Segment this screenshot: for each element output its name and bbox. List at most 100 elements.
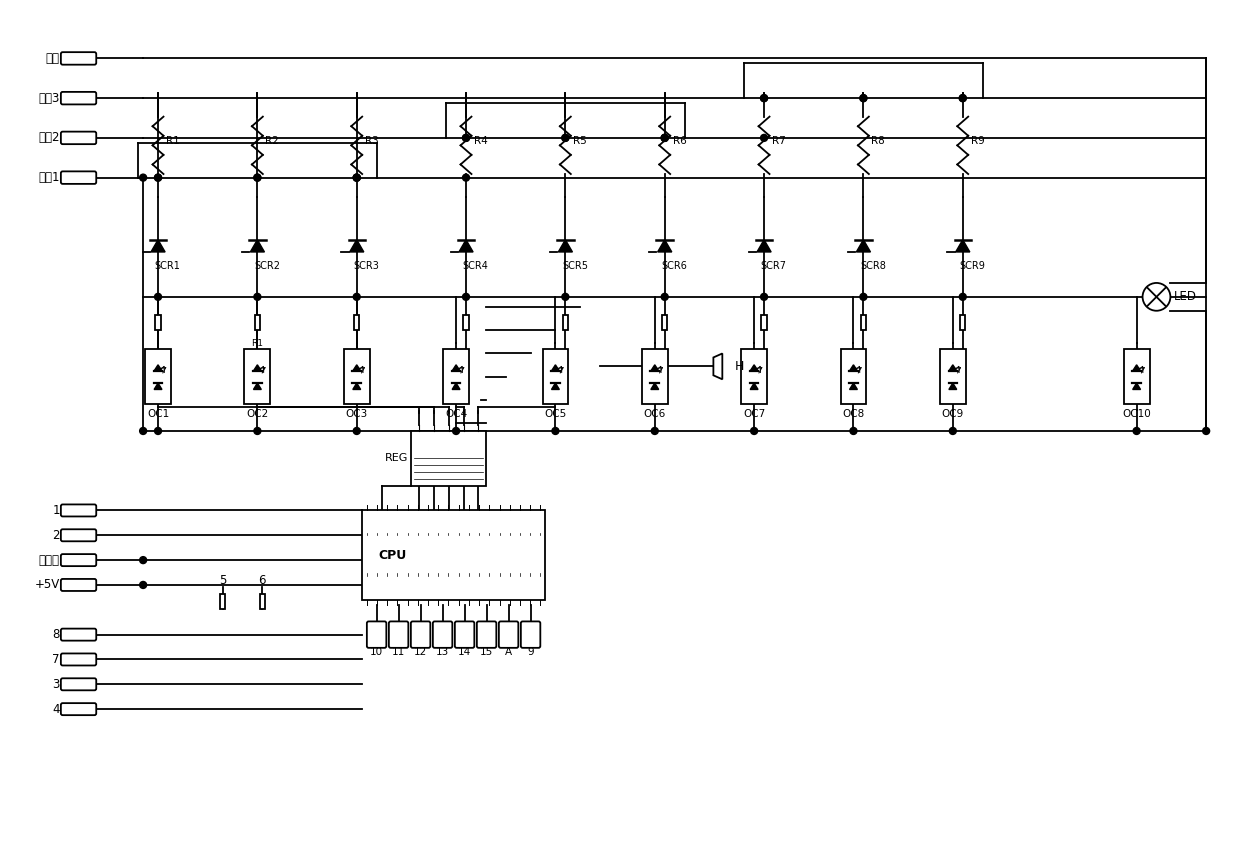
FancyBboxPatch shape	[259, 594, 265, 609]
Circle shape	[463, 294, 470, 300]
Circle shape	[353, 174, 360, 181]
Text: R1: R1	[166, 136, 180, 146]
Text: OC9: OC9	[941, 408, 963, 419]
Circle shape	[760, 294, 768, 300]
Text: OC10: OC10	[1122, 408, 1151, 419]
Text: OC5: OC5	[544, 408, 567, 419]
Circle shape	[463, 134, 470, 141]
Polygon shape	[651, 383, 658, 390]
Circle shape	[155, 294, 161, 300]
Circle shape	[849, 427, 857, 435]
FancyBboxPatch shape	[412, 431, 486, 486]
Polygon shape	[154, 383, 162, 390]
FancyBboxPatch shape	[433, 621, 453, 648]
Circle shape	[254, 174, 260, 181]
Text: R8: R8	[872, 136, 885, 146]
FancyBboxPatch shape	[145, 349, 171, 403]
Circle shape	[254, 294, 260, 300]
Text: OC8: OC8	[842, 408, 864, 419]
Circle shape	[155, 427, 161, 435]
FancyBboxPatch shape	[861, 316, 866, 330]
Text: SCR4: SCR4	[463, 261, 489, 271]
Text: OC6: OC6	[644, 408, 666, 419]
FancyBboxPatch shape	[477, 621, 496, 648]
Circle shape	[1133, 427, 1140, 435]
Circle shape	[760, 134, 768, 141]
FancyBboxPatch shape	[61, 171, 97, 184]
Polygon shape	[956, 240, 970, 252]
Text: 信号地: 信号地	[38, 554, 60, 567]
Circle shape	[353, 174, 360, 181]
Text: SCR6: SCR6	[661, 261, 687, 271]
Text: SCR8: SCR8	[861, 261, 885, 271]
Circle shape	[562, 134, 569, 141]
Text: 14: 14	[458, 647, 471, 657]
FancyBboxPatch shape	[410, 621, 430, 648]
FancyBboxPatch shape	[362, 511, 546, 600]
Text: 4: 4	[52, 703, 60, 716]
Text: R2: R2	[265, 136, 279, 146]
Circle shape	[1203, 427, 1210, 435]
Text: REG: REG	[384, 454, 408, 463]
Text: 8: 8	[52, 628, 60, 641]
Circle shape	[760, 94, 768, 101]
Circle shape	[562, 134, 569, 141]
Text: OC4: OC4	[445, 408, 467, 419]
FancyBboxPatch shape	[543, 349, 568, 403]
Circle shape	[155, 174, 161, 181]
Text: 火线3: 火线3	[38, 92, 60, 105]
Circle shape	[140, 581, 146, 588]
Circle shape	[1142, 283, 1171, 311]
Circle shape	[453, 427, 460, 435]
FancyBboxPatch shape	[841, 349, 867, 403]
Polygon shape	[250, 240, 264, 252]
Text: 火线2: 火线2	[38, 131, 60, 145]
FancyBboxPatch shape	[61, 703, 97, 715]
Polygon shape	[453, 383, 460, 390]
FancyBboxPatch shape	[219, 594, 226, 609]
Circle shape	[661, 134, 668, 141]
Text: R4: R4	[474, 136, 487, 146]
Polygon shape	[651, 365, 658, 371]
Polygon shape	[453, 365, 460, 371]
Text: SCR1: SCR1	[155, 261, 181, 271]
Polygon shape	[657, 240, 672, 252]
FancyBboxPatch shape	[61, 554, 97, 566]
Polygon shape	[857, 240, 870, 252]
Text: 5: 5	[219, 574, 226, 587]
Text: R3: R3	[365, 136, 378, 146]
Circle shape	[353, 174, 360, 181]
Circle shape	[661, 294, 668, 300]
Circle shape	[140, 427, 146, 435]
Text: R6: R6	[672, 136, 687, 146]
FancyBboxPatch shape	[389, 621, 408, 648]
Circle shape	[960, 294, 966, 300]
Text: SCR2: SCR2	[254, 261, 280, 271]
FancyBboxPatch shape	[244, 349, 270, 403]
Circle shape	[661, 134, 668, 141]
Text: 2: 2	[52, 528, 60, 542]
Text: 12: 12	[414, 647, 428, 657]
FancyBboxPatch shape	[61, 92, 97, 105]
FancyBboxPatch shape	[642, 349, 667, 403]
Circle shape	[254, 427, 260, 435]
FancyBboxPatch shape	[960, 316, 966, 330]
Text: CPU: CPU	[378, 549, 407, 562]
Text: 火线1: 火线1	[38, 171, 60, 184]
Text: 3: 3	[52, 677, 60, 691]
Text: 9: 9	[527, 647, 534, 657]
Polygon shape	[353, 383, 361, 390]
Circle shape	[960, 94, 966, 101]
Polygon shape	[750, 365, 758, 371]
Polygon shape	[151, 240, 165, 252]
Text: R1: R1	[252, 339, 263, 347]
Text: R9: R9	[971, 136, 985, 146]
Text: R7: R7	[773, 136, 786, 146]
Polygon shape	[558, 240, 573, 252]
Text: LED: LED	[1174, 290, 1198, 303]
FancyBboxPatch shape	[61, 529, 97, 541]
Text: OC3: OC3	[346, 408, 368, 419]
Polygon shape	[949, 365, 957, 371]
Circle shape	[353, 294, 360, 300]
Circle shape	[859, 94, 867, 101]
